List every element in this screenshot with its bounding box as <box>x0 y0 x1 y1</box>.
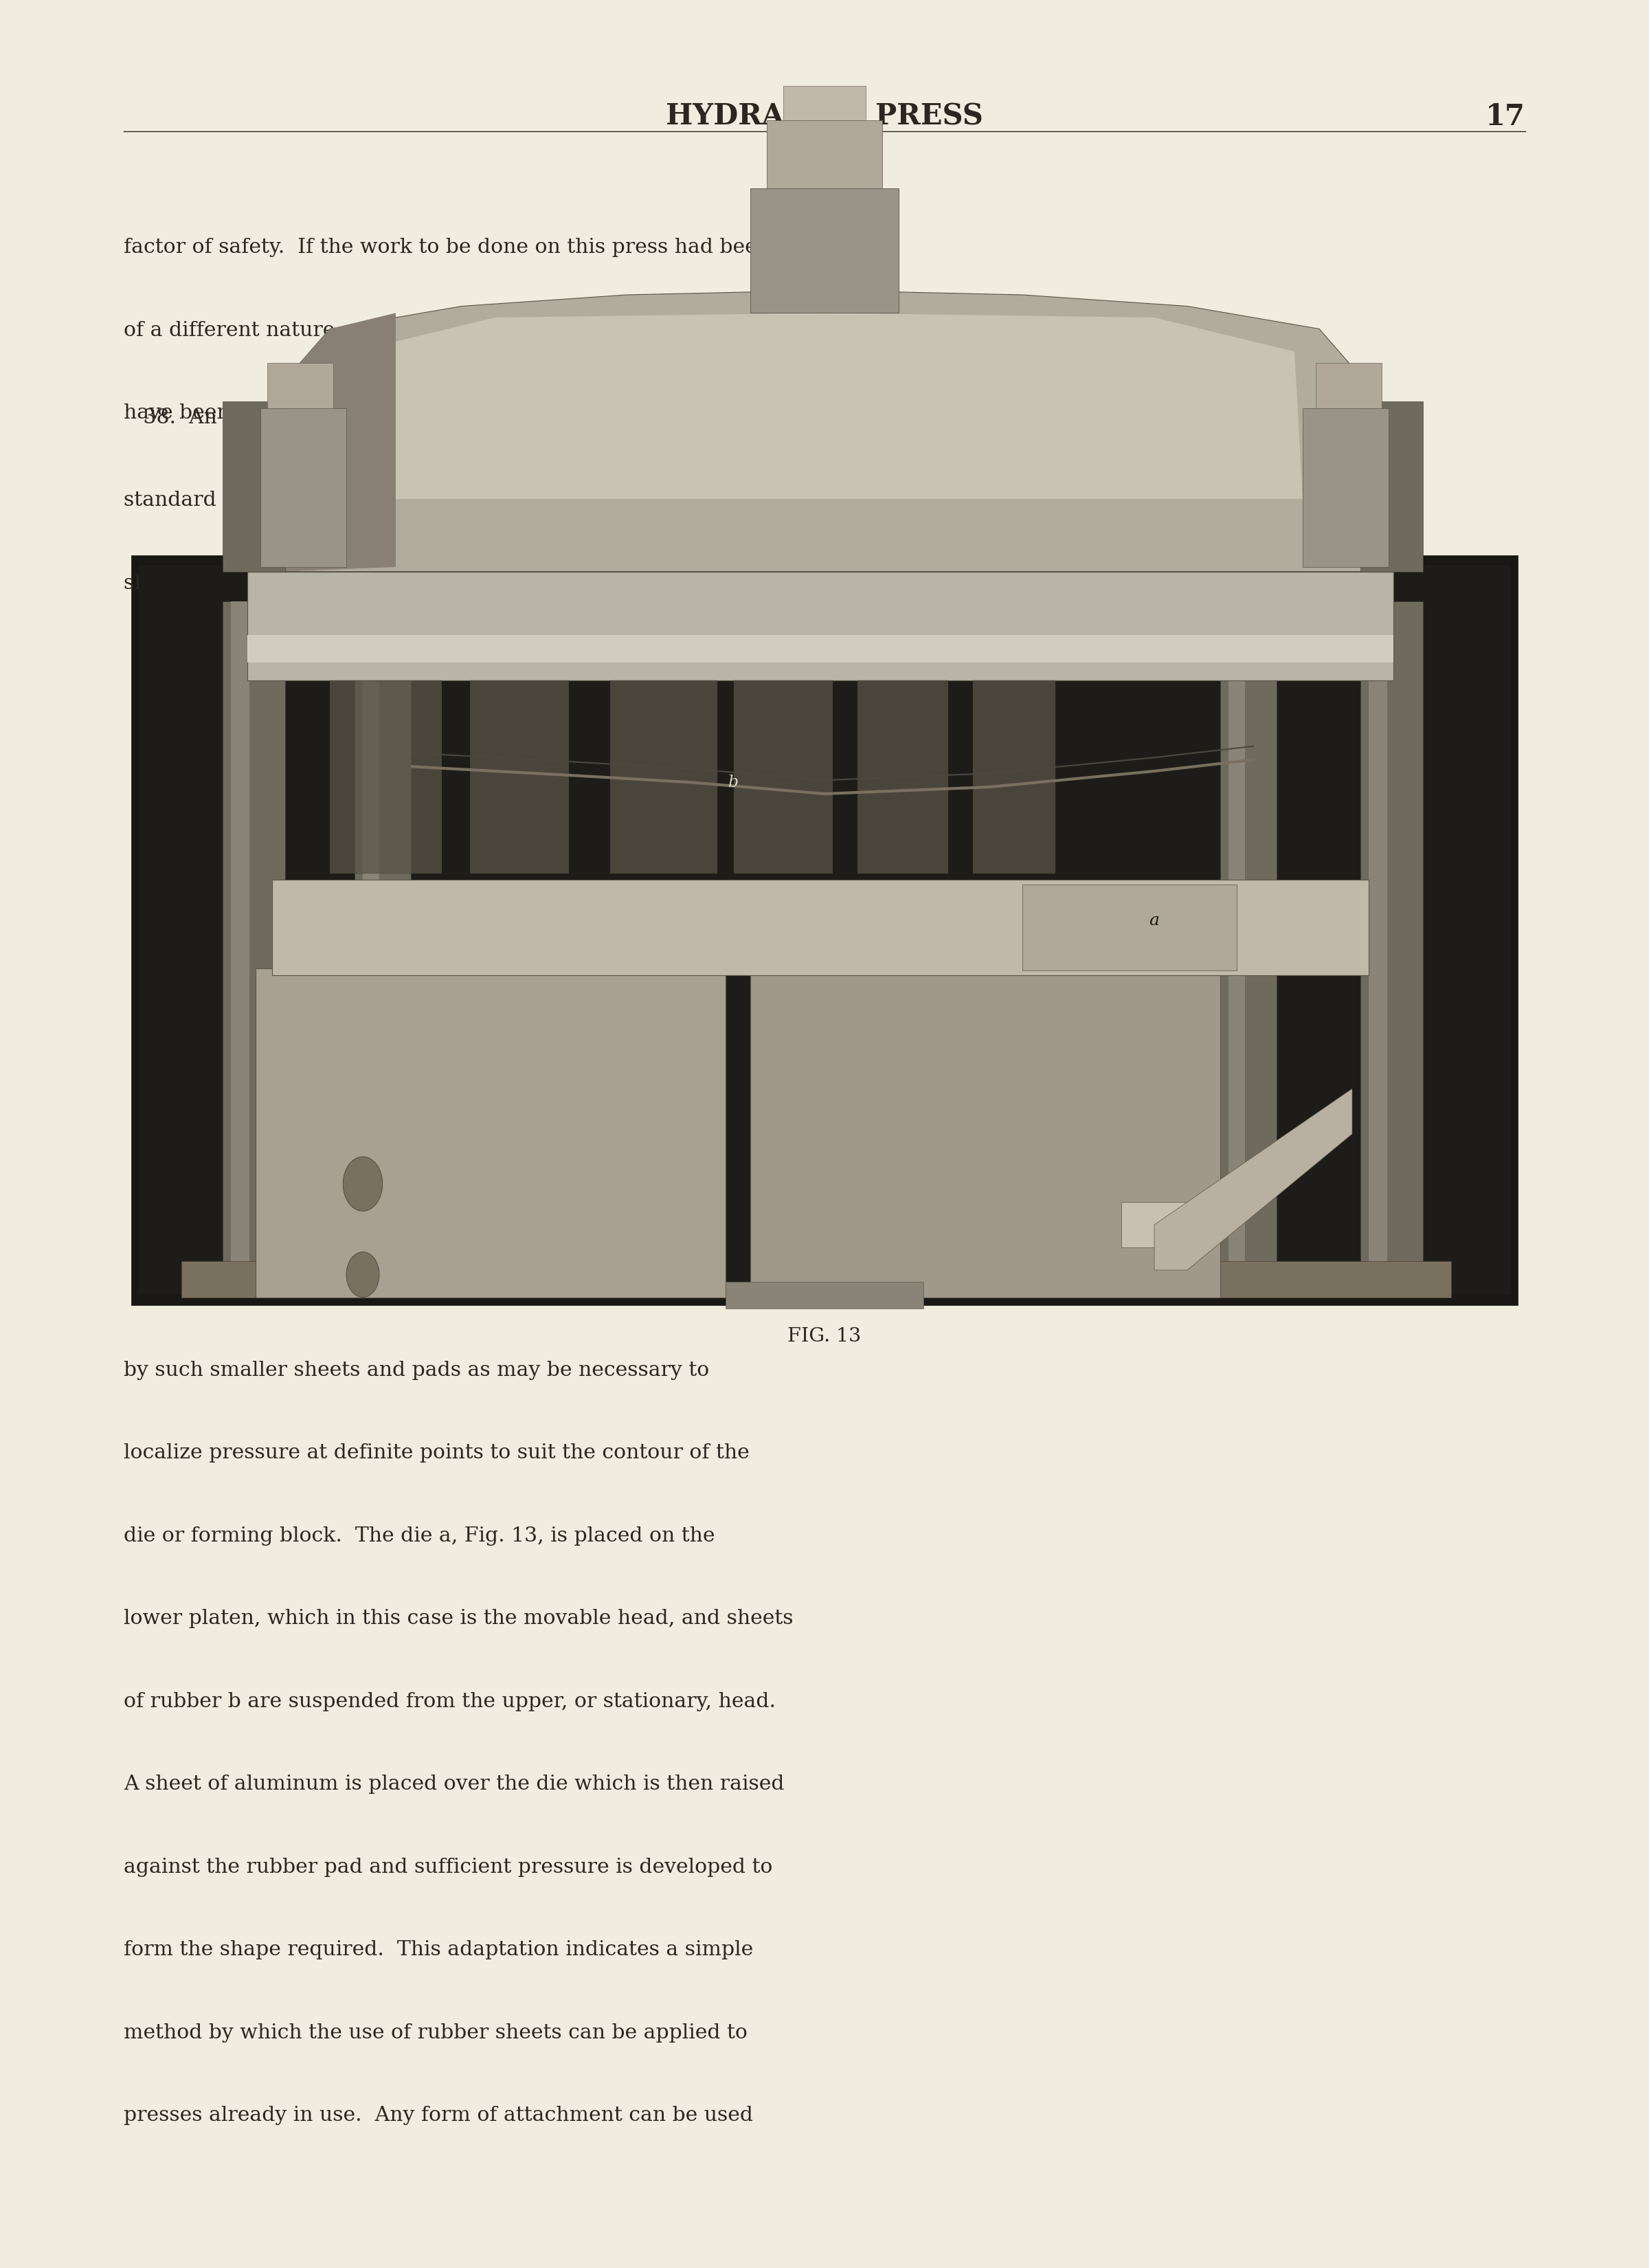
Text: by such smaller sheets and pads as may be necessary to: by such smaller sheets and pads as may b… <box>124 1361 709 1379</box>
FancyBboxPatch shape <box>973 680 1055 873</box>
FancyBboxPatch shape <box>256 968 726 1297</box>
FancyBboxPatch shape <box>1121 1202 1196 1247</box>
Text: standard hydraulic press can be made by using large rubber: standard hydraulic press can be made by … <box>124 492 755 510</box>
FancyBboxPatch shape <box>139 565 1510 1295</box>
FancyBboxPatch shape <box>1303 408 1388 567</box>
Text: factor of safety.  If the work to be done on this press had been: factor of safety. If the work to be done… <box>124 238 770 256</box>
Polygon shape <box>1154 1089 1352 1270</box>
FancyBboxPatch shape <box>734 680 833 873</box>
Text: have been designed instead of the circular form.: have been designed instead of the circul… <box>124 404 630 422</box>
Circle shape <box>343 1157 383 1211</box>
Polygon shape <box>280 313 396 572</box>
Text: HYDRAULIC PRESS: HYDRAULIC PRESS <box>666 102 983 132</box>
Text: die or forming block.  The die a, Fig. 13, is placed on the: die or forming block. The die a, Fig. 13… <box>124 1526 716 1545</box>
FancyBboxPatch shape <box>223 401 285 572</box>
FancyBboxPatch shape <box>267 363 333 408</box>
FancyBboxPatch shape <box>1360 401 1423 572</box>
Text: 38.  An adaptation of the use of the Guerin principle to a: 38. An adaptation of the use of the Guer… <box>124 408 734 426</box>
Text: localize pressure at definite points to suit the contour of the: localize pressure at definite points to … <box>124 1442 749 1463</box>
FancyBboxPatch shape <box>1229 624 1245 1281</box>
FancyBboxPatch shape <box>247 572 1393 680</box>
Text: FIG. 13: FIG. 13 <box>788 1327 861 1345</box>
FancyBboxPatch shape <box>750 968 1220 1297</box>
FancyBboxPatch shape <box>726 1281 923 1309</box>
Text: 17: 17 <box>1486 102 1525 132</box>
FancyBboxPatch shape <box>132 556 1517 1304</box>
Polygon shape <box>346 313 1303 499</box>
Text: form the shape required.  This adaptation indicates a simple: form the shape required. This adaptation… <box>124 1939 754 1960</box>
FancyBboxPatch shape <box>223 601 285 1281</box>
FancyBboxPatch shape <box>1220 624 1276 1281</box>
FancyBboxPatch shape <box>1369 601 1387 1281</box>
FancyBboxPatch shape <box>750 188 899 313</box>
FancyBboxPatch shape <box>1360 601 1423 1281</box>
Text: method by which the use of rubber sheets can be applied to: method by which the use of rubber sheets… <box>124 2023 747 2041</box>
FancyBboxPatch shape <box>363 624 379 1281</box>
FancyBboxPatch shape <box>330 680 442 873</box>
Text: presses already in use.  Any form of attachment can be used: presses already in use. Any form of atta… <box>124 2105 754 2125</box>
Text: of rubber b are suspended from the upper, or stationary, head.: of rubber b are suspended from the upper… <box>124 1692 775 1710</box>
FancyBboxPatch shape <box>261 408 346 567</box>
Polygon shape <box>280 290 1369 572</box>
FancyBboxPatch shape <box>272 880 1369 975</box>
FancyBboxPatch shape <box>231 601 249 1281</box>
FancyBboxPatch shape <box>857 680 948 873</box>
Circle shape <box>346 1252 379 1297</box>
FancyBboxPatch shape <box>355 624 411 1281</box>
FancyBboxPatch shape <box>1316 363 1382 408</box>
Text: b: b <box>729 776 739 789</box>
FancyBboxPatch shape <box>247 635 1393 662</box>
Text: against the rubber pad and sufficient pressure is developed to: against the rubber pad and sufficient pr… <box>124 1857 772 1876</box>
Text: lower platen, which in this case is the movable head, and sheets: lower platen, which in this case is the … <box>124 1608 793 1628</box>
FancyBboxPatch shape <box>783 86 866 120</box>
Text: sheets attached to the upper platen of the press, supplemented: sheets attached to the upper platen of t… <box>124 574 783 592</box>
FancyBboxPatch shape <box>610 680 717 873</box>
Text: of a different nature, a square or rectangular container could: of a different nature, a square or recta… <box>124 320 765 340</box>
FancyBboxPatch shape <box>470 680 569 873</box>
FancyBboxPatch shape <box>767 120 882 188</box>
FancyBboxPatch shape <box>1187 1261 1451 1297</box>
Text: A sheet of aluminum is placed over the die which is then raised: A sheet of aluminum is placed over the d… <box>124 1774 785 1794</box>
FancyBboxPatch shape <box>181 1261 445 1297</box>
Text: a: a <box>1149 914 1159 928</box>
FancyBboxPatch shape <box>1022 885 1237 971</box>
